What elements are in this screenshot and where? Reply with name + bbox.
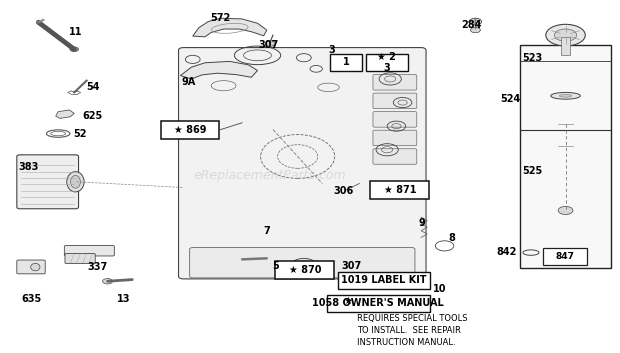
- Text: 847: 847: [556, 252, 574, 261]
- Bar: [560, 37, 570, 55]
- FancyBboxPatch shape: [17, 155, 79, 209]
- FancyBboxPatch shape: [373, 149, 417, 164]
- Text: 9A: 9A: [181, 77, 195, 86]
- Bar: [330, 54, 363, 71]
- Text: 11: 11: [69, 27, 82, 37]
- Bar: [366, 54, 407, 71]
- FancyBboxPatch shape: [373, 74, 417, 90]
- Bar: [327, 295, 430, 312]
- Text: 1: 1: [343, 58, 350, 67]
- Bar: [275, 261, 334, 279]
- Text: 3: 3: [328, 45, 335, 55]
- Polygon shape: [180, 61, 257, 79]
- FancyBboxPatch shape: [65, 253, 95, 263]
- Text: 1058 OWNER'S MANUAL: 1058 OWNER'S MANUAL: [312, 298, 444, 308]
- Circle shape: [472, 20, 479, 23]
- Text: 383: 383: [19, 162, 38, 172]
- Polygon shape: [56, 110, 74, 118]
- Bar: [543, 247, 587, 265]
- Text: 13: 13: [117, 294, 130, 304]
- Text: 635: 635: [21, 294, 41, 304]
- FancyBboxPatch shape: [179, 48, 426, 279]
- Text: ★ 869: ★ 869: [174, 125, 206, 135]
- Text: 525: 525: [522, 166, 542, 176]
- Text: 307: 307: [258, 40, 278, 50]
- Polygon shape: [193, 18, 267, 37]
- Bar: [371, 181, 429, 199]
- Bar: [161, 121, 219, 139]
- Text: 9: 9: [419, 218, 426, 228]
- Text: ★ 870: ★ 870: [288, 265, 321, 275]
- Text: 10: 10: [433, 284, 446, 294]
- FancyBboxPatch shape: [373, 130, 417, 146]
- Text: ★: ★: [343, 296, 353, 306]
- FancyBboxPatch shape: [190, 247, 415, 278]
- Text: 8: 8: [448, 233, 456, 243]
- Text: 572: 572: [210, 13, 231, 23]
- Text: 52: 52: [74, 129, 87, 139]
- Circle shape: [265, 41, 275, 46]
- Text: 5: 5: [273, 261, 280, 271]
- Ellipse shape: [559, 95, 572, 97]
- Circle shape: [70, 47, 79, 52]
- Circle shape: [469, 18, 482, 25]
- Ellipse shape: [71, 175, 81, 188]
- Text: 7: 7: [264, 226, 270, 237]
- Ellipse shape: [31, 263, 40, 271]
- Ellipse shape: [551, 92, 580, 99]
- Text: ★ 2
3: ★ 2 3: [377, 52, 396, 73]
- Bar: [339, 272, 430, 289]
- Circle shape: [471, 27, 480, 33]
- Circle shape: [554, 29, 577, 41]
- Text: 337: 337: [87, 262, 107, 272]
- Circle shape: [546, 24, 585, 46]
- Text: 1019 LABEL KIT: 1019 LABEL KIT: [342, 275, 427, 285]
- Text: 524: 524: [500, 94, 521, 103]
- Text: 307: 307: [342, 261, 362, 271]
- FancyBboxPatch shape: [17, 260, 45, 274]
- Text: ★ 871: ★ 871: [384, 185, 416, 195]
- FancyBboxPatch shape: [64, 246, 114, 256]
- FancyBboxPatch shape: [373, 93, 417, 109]
- Circle shape: [103, 279, 112, 284]
- Circle shape: [558, 207, 573, 215]
- FancyBboxPatch shape: [373, 112, 417, 127]
- Text: 284: 284: [461, 20, 482, 30]
- Text: eReplacementParts.com: eReplacementParts.com: [193, 168, 346, 181]
- Text: 842: 842: [496, 247, 516, 257]
- Text: REQUIRES SPECIAL TOOLS
TO INSTALL.  SEE REPAIR
INSTRUCTION MANUAL.: REQUIRES SPECIAL TOOLS TO INSTALL. SEE R…: [357, 314, 467, 347]
- Text: 306: 306: [334, 186, 354, 196]
- Text: 54: 54: [86, 82, 99, 92]
- Bar: [520, 45, 611, 268]
- Text: 523: 523: [522, 53, 542, 63]
- Text: 625: 625: [82, 111, 103, 121]
- Circle shape: [291, 258, 316, 272]
- Ellipse shape: [67, 172, 84, 192]
